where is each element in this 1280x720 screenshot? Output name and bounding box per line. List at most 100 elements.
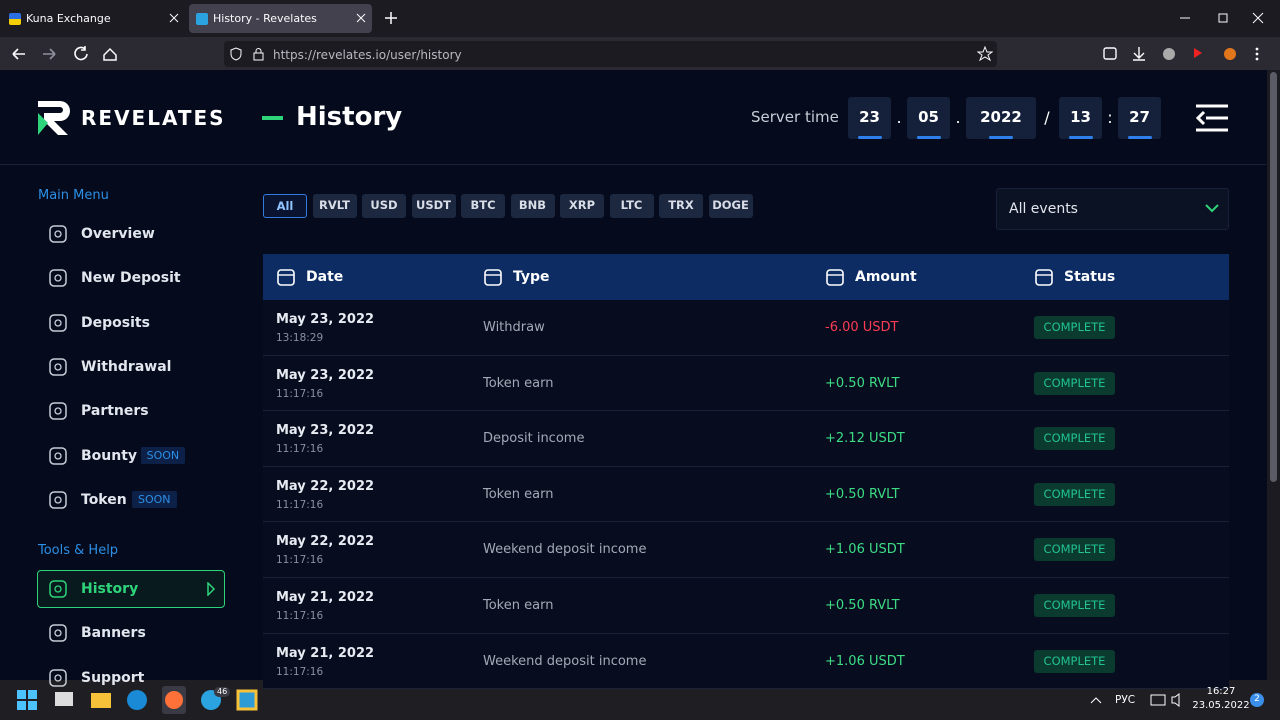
column-icon [277,269,295,286]
column-icon [826,269,844,286]
column-header: Status [1064,269,1116,285]
filter-button[interactable]: TRX [659,194,703,218]
url-field[interactable] [224,41,997,67]
filter-button[interactable]: XRP [560,194,604,218]
window-controls[interactable] [1170,10,1270,26]
row-date: May 23, 2022 [276,423,375,439]
row-date: May 21, 2022 [276,590,375,605]
time-bar [916,136,941,139]
row-date: May 23, 2022 [276,312,375,327]
logo-text: REVELATES [81,106,226,130]
tab-close [356,13,366,23]
time-bar [1127,136,1152,139]
table-header [263,254,1229,300]
row-time: 11:17:16 [276,554,324,567]
header-divider [0,164,1266,165]
filter-button[interactable]: USDT [411,194,456,218]
sidebar-item[interactable]: Deposits [81,314,150,331]
status-badge: COMPLETE [1034,316,1115,339]
notification-count: 2 [1254,694,1260,704]
tab-title[interactable]: Kuna Exchange [26,12,111,25]
row-time: 11:17:16 [276,610,324,622]
filter-button[interactable]: BTC [461,194,505,218]
sidebar-item[interactable]: Support [81,669,145,686]
filter-button[interactable]: LTC [609,194,654,218]
event-dropdown[interactable] [996,188,1229,230]
dropdown-chevron [1205,204,1219,213]
sidebar-item[interactable]: Bounty [81,447,138,464]
sidebar-item[interactable]: Token [81,491,127,508]
filter-button[interactable]: DOGE [708,194,753,218]
nav-buttons[interactable] [0,37,130,70]
page-title: History [296,102,403,132]
row-type: Withdraw [483,320,545,335]
notification-badge[interactable] [1250,693,1264,707]
status-badge: COMPLETE [1034,371,1115,395]
sidebar-section-title: Tools & Help [38,543,119,559]
time-box [966,97,1036,139]
row-date: May 21, 2022 [276,645,375,661]
row-date: May 22, 2022 [276,534,375,550]
time-separator: : [1107,108,1113,127]
menu-toggle[interactable] [1194,104,1230,132]
row-time: 11:17:16 [276,443,324,456]
sidebar-icon [49,225,67,243]
column-header: Date [306,269,344,285]
status-badge: COMPLETE [1034,482,1115,506]
url-text[interactable]: https://revelates.io/user/history [273,48,462,62]
filter-button[interactable]: USD [362,194,406,218]
row-type: Weekend deposit income [483,542,647,558]
row-type: Token earn [483,486,554,502]
row-amount: +0.50 RVLT [825,375,900,391]
sidebar-active[interactable] [37,570,225,609]
status-badge: COMPLETE [1034,427,1115,451]
time-value: 13 [1070,108,1091,126]
filter-button[interactable]: All [263,194,307,218]
time-value: 2022 [980,108,1022,126]
telegram-badge: 46 [214,687,231,697]
time-box [1059,97,1102,139]
row-amount: +2.12 USDT [825,431,905,447]
sidebar-item[interactable]: Overview [81,226,155,242]
sidebar-icon [49,269,67,288]
clock-time[interactable]: 16:27 [1206,686,1236,697]
row-type: Deposit income [483,431,585,447]
row-time: 11:17:16 [276,387,324,400]
clock-date[interactable]: 23.05.2022 [1192,700,1250,711]
time-box [1118,97,1161,139]
new-tab[interactable] [384,11,398,25]
tab-favicon [9,13,21,25]
row-amount: +0.50 RVLT [825,486,900,502]
event-filter-text[interactable]: All events [1009,201,1078,217]
sidebar-icon [49,402,67,420]
taskbar-apps[interactable] [0,680,270,720]
time-separator: . [896,108,902,127]
time-box [907,97,950,139]
input-language[interactable]: РУС [1115,694,1136,706]
row-date: May 23, 2022 [276,367,375,383]
sidebar-item[interactable]: New Deposit [81,270,181,287]
scrollbar-thumb[interactable] [1270,72,1277,482]
row-time: 11:17:16 [276,498,324,511]
sidebar-icon [49,313,67,332]
filter-button[interactable]: RVLT [312,194,357,218]
status-badge: COMPLETE [1034,649,1115,673]
column-icon [1035,269,1053,286]
column-header: Type [513,269,550,285]
sidebar-section-title: Main Menu [38,188,109,203]
tab-favicon [196,13,208,25]
time-box [848,97,891,139]
table-row [263,578,1229,634]
filter-button[interactable]: BNB [510,194,555,218]
row-time: 13:18:29 [276,332,324,344]
time-bar [857,136,882,139]
tab-title[interactable]: History - Revelates [213,12,317,25]
soon-badge: SOON [132,490,177,508]
sidebar-item[interactable]: Partners [81,403,149,420]
tab-active[interactable] [189,4,372,33]
time-value: 05 [918,108,939,126]
sidebar-item[interactable]: Banners [81,625,146,642]
sidebar-item[interactable]: Withdrawal [81,358,172,375]
tab-close [169,13,179,23]
sidebar-item[interactable]: History [81,581,139,598]
